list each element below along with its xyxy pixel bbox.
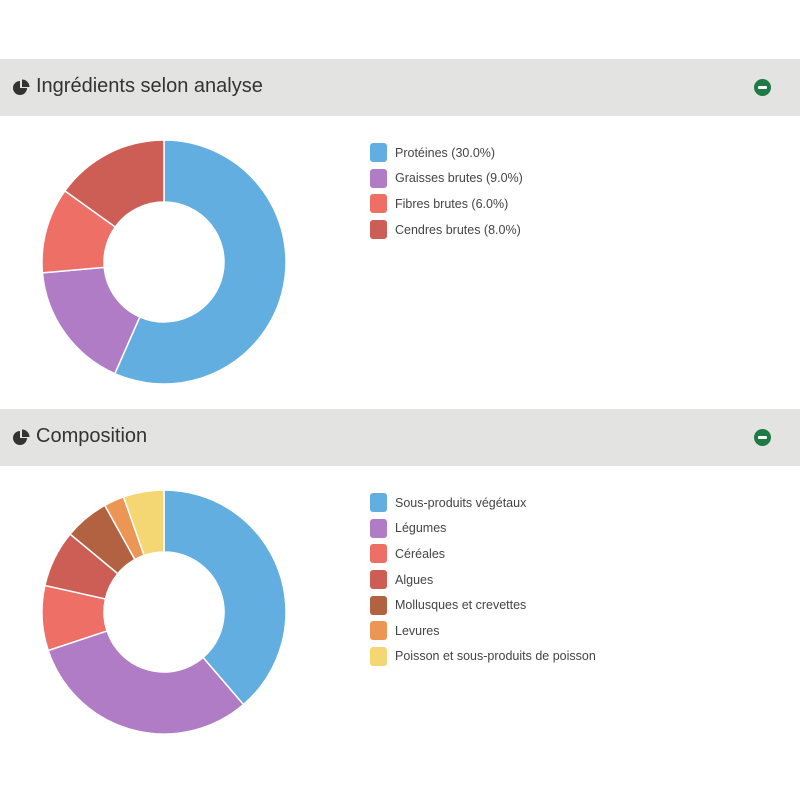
legend-item[interactable]: Légumes (370, 516, 596, 542)
legend-swatch (370, 220, 387, 240)
legend-label: Poisson et sous-produits de poisson (395, 649, 596, 664)
legend-label: Fibres brutes (6.0%) (395, 196, 509, 211)
legend-label: Sous-produits végétaux (395, 495, 527, 510)
legend-swatch (370, 493, 387, 513)
donut-slice[interactable] (63, 139, 165, 229)
legend-item[interactable]: Levures (370, 618, 596, 644)
legend-label: Algues (395, 572, 434, 587)
donut-slice[interactable] (41, 266, 141, 375)
pie-chart-icon (13, 429, 30, 445)
minus-circle-icon (758, 86, 767, 89)
legend-label: Céréales (395, 546, 446, 561)
legend-item[interactable]: Algues (370, 567, 596, 593)
legend-item[interactable]: Mollusques et crevettes (370, 592, 596, 618)
legend-swatch (370, 168, 387, 188)
legend-label: Protéines (30.0%) (395, 145, 496, 160)
legend-label: Cendres brutes (8.0%) (395, 222, 521, 237)
legend-swatch (370, 518, 387, 538)
legend-label: Levures (395, 623, 440, 638)
panel-body: Protéines (30.0%) Graisses brutes (9.0%) F… (0, 116, 800, 409)
collapse-button[interactable] (754, 79, 771, 96)
donut-slice[interactable] (113, 139, 287, 385)
panel-title: Composition (36, 425, 148, 447)
legend: Sous-produits végétaux Légumes Céréales Alg… (370, 490, 596, 669)
collapse-button[interactable] (754, 429, 771, 446)
legend-item[interactable]: Céréales (370, 541, 596, 567)
legend-item[interactable]: Fibres brutes (6.0%) (370, 191, 523, 217)
donut-slice[interactable] (122, 489, 165, 557)
legend-item[interactable]: Cendres brutes (8.0%) (370, 217, 523, 243)
panel-body: Sous-produits végétaux Légumes Céréales Alg… (0, 466, 800, 759)
legend-item[interactable]: Sous-produits végétaux (370, 490, 596, 516)
panel-header: Ingrédients selon analyse (0, 59, 800, 116)
legend-item[interactable]: Graisses brutes (9.0%) (370, 166, 523, 192)
legend-item[interactable]: Protéines (30.0%) (370, 140, 523, 166)
minus-circle-icon (758, 436, 767, 439)
legend-swatch (370, 595, 387, 615)
legend-swatch (370, 143, 387, 163)
panel-analysis: Ingrédients selon analyse Protéines (30.… (0, 59, 800, 409)
legend-swatch (370, 646, 387, 666)
legend-swatch (370, 544, 387, 564)
legend-label: Graisses brutes (9.0%) (395, 171, 523, 186)
legend-swatch (370, 570, 387, 590)
donut-chart-analysis (41, 139, 287, 385)
donut-slice[interactable] (47, 629, 245, 735)
legend-swatch (370, 194, 387, 214)
donut-slice[interactable] (163, 489, 287, 706)
legend: Protéines (30.0%) Graisses brutes (9.0%) F… (370, 140, 523, 242)
panel-header: Composition (0, 409, 800, 466)
panel-composition: Composition Sous-produits végétaux Légume… (0, 409, 800, 759)
legend-label: Légumes (395, 521, 447, 536)
legend-item[interactable]: Poisson et sous-produits de poisson (370, 644, 596, 670)
pie-chart-icon (13, 79, 30, 95)
donut-chart-composition (41, 489, 287, 735)
legend-label: Mollusques et crevettes (395, 598, 527, 613)
legend-swatch (370, 621, 387, 641)
panel-title: Ingrédients selon analyse (36, 75, 263, 97)
